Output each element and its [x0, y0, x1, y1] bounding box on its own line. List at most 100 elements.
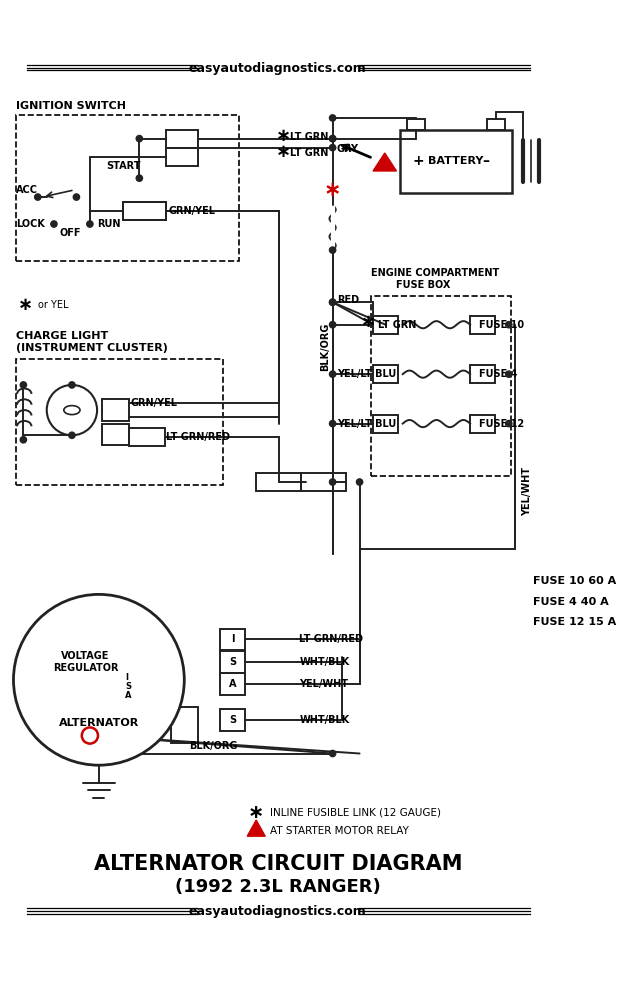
- Text: ENGINE COMPARTMENT: ENGINE COMPARTMENT: [371, 268, 499, 278]
- Circle shape: [51, 221, 57, 227]
- Text: LT GRN: LT GRN: [290, 148, 329, 158]
- Circle shape: [136, 175, 143, 181]
- Circle shape: [506, 371, 512, 377]
- Bar: [101, 399, 129, 421]
- Text: CHARGE LIGHT: CHARGE LIGHT: [16, 331, 108, 341]
- Circle shape: [329, 420, 336, 427]
- Bar: [16, 115, 239, 261]
- Polygon shape: [247, 820, 265, 836]
- Circle shape: [74, 194, 80, 200]
- Text: LOCK: LOCK: [16, 219, 45, 229]
- Circle shape: [69, 432, 75, 438]
- Circle shape: [329, 135, 336, 142]
- Text: GRN/YEL: GRN/YEL: [130, 398, 177, 408]
- Text: YEL/WHT: YEL/WHT: [299, 679, 349, 689]
- Text: (1992 2.3L RANGER): (1992 2.3L RANGER): [175, 878, 381, 896]
- Text: –: –: [482, 154, 489, 168]
- Text: A: A: [125, 691, 132, 700]
- Circle shape: [329, 247, 336, 253]
- Text: ∗: ∗: [361, 313, 376, 331]
- Text: OFF: OFF: [59, 228, 81, 238]
- Text: I: I: [231, 634, 235, 644]
- Text: FUSE 10: FUSE 10: [479, 320, 524, 330]
- Circle shape: [69, 382, 75, 388]
- Text: A: A: [229, 679, 237, 689]
- Bar: [400, 130, 512, 193]
- Text: easyautodiagnostics.com: easyautodiagnostics.com: [189, 62, 366, 75]
- Circle shape: [35, 194, 41, 200]
- Text: INLINE FUSIBLE LINK (12 GAUGE): INLINE FUSIBLE LINK (12 GAUGE): [269, 808, 441, 818]
- Text: YEL/WHT: YEL/WHT: [522, 467, 532, 516]
- Circle shape: [82, 727, 98, 744]
- Text: BLK/ORG: BLK/ORG: [320, 323, 331, 371]
- Text: LT GRN: LT GRN: [290, 132, 329, 142]
- Text: FUSE 12: FUSE 12: [479, 419, 524, 429]
- Text: LT GRN: LT GRN: [378, 320, 416, 330]
- Bar: [49, 639, 121, 698]
- Text: FUSE BOX: FUSE BOX: [396, 280, 450, 290]
- Bar: [129, 428, 164, 446]
- Circle shape: [329, 135, 336, 142]
- Circle shape: [136, 135, 143, 142]
- Bar: [166, 148, 198, 166]
- Text: ∗: ∗: [248, 803, 265, 822]
- Circle shape: [20, 382, 27, 388]
- Text: easyautodiagnostics.com: easyautodiagnostics.com: [189, 905, 366, 918]
- Text: S: S: [125, 682, 131, 691]
- Bar: [123, 202, 166, 220]
- Text: +: +: [412, 154, 424, 168]
- Text: BLK/ORG: BLK/ORG: [188, 741, 237, 751]
- Bar: [220, 709, 245, 731]
- Circle shape: [87, 221, 93, 227]
- Text: ∗: ∗: [324, 180, 341, 200]
- Circle shape: [329, 371, 336, 377]
- Circle shape: [20, 437, 27, 443]
- Text: LT GRN/RED: LT GRN/RED: [299, 634, 363, 644]
- Bar: [470, 316, 495, 334]
- Circle shape: [329, 750, 336, 757]
- Bar: [171, 707, 198, 743]
- Circle shape: [357, 479, 363, 485]
- Text: I: I: [125, 673, 128, 682]
- Text: AT STARTER MOTOR RELAY: AT STARTER MOTOR RELAY: [269, 826, 408, 836]
- Circle shape: [14, 594, 184, 765]
- Bar: [220, 673, 245, 695]
- Circle shape: [329, 322, 336, 328]
- Bar: [407, 119, 425, 130]
- Text: ALTERNATOR: ALTERNATOR: [59, 718, 139, 728]
- Text: START: START: [106, 161, 140, 171]
- Text: ALTERNATOR CIRCUIT DIAGRAM: ALTERNATOR CIRCUIT DIAGRAM: [93, 854, 462, 874]
- Text: REGULATOR: REGULATOR: [53, 663, 118, 673]
- Text: ∗: ∗: [17, 296, 33, 314]
- Text: GRY: GRY: [336, 144, 358, 154]
- Text: ∗: ∗: [276, 143, 290, 161]
- Bar: [166, 130, 198, 148]
- Bar: [470, 365, 495, 383]
- Text: FUSE 4 40 A: FUSE 4 40 A: [533, 597, 609, 607]
- Text: LT GRN/RED: LT GRN/RED: [166, 432, 231, 442]
- Text: or YEL: or YEL: [38, 300, 68, 310]
- Text: ACC: ACC: [16, 185, 38, 195]
- Text: FUSE 4: FUSE 4: [479, 369, 517, 379]
- Bar: [487, 119, 505, 130]
- Bar: [123, 202, 166, 220]
- Circle shape: [506, 420, 512, 427]
- Bar: [16, 359, 223, 485]
- Bar: [301, 473, 346, 491]
- Text: WHT/BLK: WHT/BLK: [299, 657, 350, 667]
- Circle shape: [329, 299, 336, 305]
- Text: S: S: [229, 657, 237, 667]
- Bar: [373, 316, 398, 334]
- Circle shape: [329, 144, 336, 151]
- Text: ∗: ∗: [276, 127, 290, 145]
- Bar: [373, 365, 398, 383]
- Text: VOLTAGE: VOLTAGE: [61, 651, 109, 661]
- Text: RUN: RUN: [97, 219, 121, 229]
- Bar: [256, 473, 301, 491]
- Text: GRN/YEL: GRN/YEL: [168, 206, 215, 216]
- Text: YEL/LT BLU: YEL/LT BLU: [337, 419, 396, 429]
- Circle shape: [329, 115, 336, 121]
- Ellipse shape: [64, 406, 80, 415]
- Text: WHT/BLK: WHT/BLK: [299, 715, 350, 725]
- Text: FUSE 10 60 A: FUSE 10 60 A: [533, 576, 616, 586]
